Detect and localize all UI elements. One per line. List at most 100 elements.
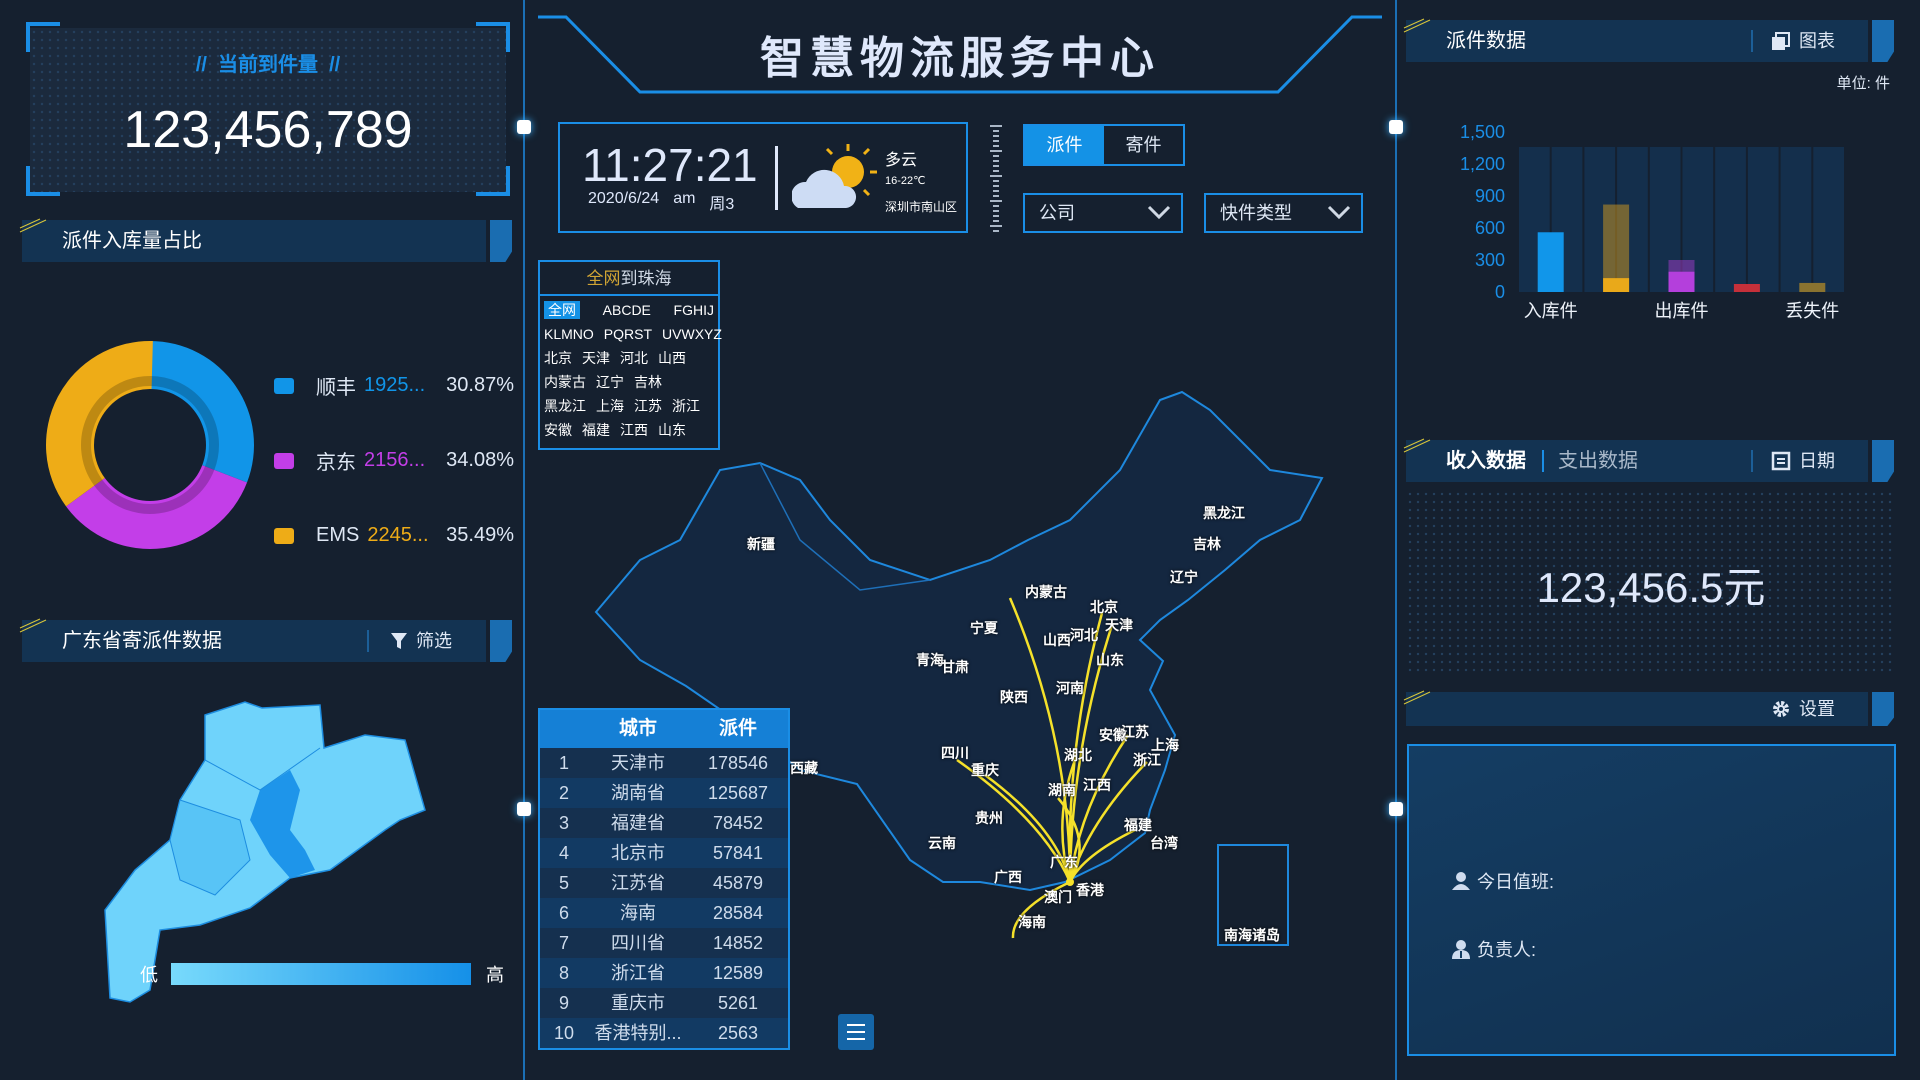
- type-dropdown[interactable]: 快件类型: [1204, 193, 1363, 233]
- donut-slice-0[interactable]: [150, 341, 254, 483]
- province-label[interactable]: 安徽: [1099, 727, 1127, 743]
- region-option[interactable]: FGHIJ: [673, 302, 714, 318]
- legend-item[interactable]: 顺丰 1925... 30.87%: [274, 348, 514, 423]
- table-row[interactable]: 1 天津市 178546: [540, 748, 788, 778]
- province-label[interactable]: 江西: [1083, 777, 1111, 793]
- tab-dispatch[interactable]: 派件: [1025, 126, 1104, 164]
- province-label[interactable]: 贵州: [975, 810, 1003, 826]
- region-option[interactable]: 江西: [620, 422, 648, 438]
- region-option[interactable]: 山东: [658, 422, 686, 438]
- province-label[interactable]: 辽宁: [1170, 569, 1198, 585]
- scale-ticks-decor: [990, 125, 1002, 232]
- region-option[interactable]: 福建: [582, 422, 610, 438]
- table-row[interactable]: 3 福建省 78452: [540, 808, 788, 838]
- region-option[interactable]: 内蒙古: [544, 374, 586, 390]
- legend-item[interactable]: 京东 2156... 34.08%: [274, 423, 514, 498]
- province-label[interactable]: 内蒙古: [1025, 584, 1067, 600]
- settings-button[interactable]: 设置: [1771, 692, 1835, 726]
- province-label[interactable]: 台湾: [1150, 835, 1178, 851]
- bar-4[interactable]: [1799, 282, 1826, 292]
- province-label[interactable]: 黑龙江: [1203, 505, 1245, 521]
- company-dropdown-value: 公司: [1039, 203, 1075, 223]
- province-label[interactable]: 河南: [1056, 680, 1084, 696]
- region-option[interactable]: 北京: [544, 350, 572, 366]
- region-option[interactable]: 江苏: [634, 398, 662, 414]
- table-row[interactable]: 10 香港特别... 2563: [540, 1018, 788, 1048]
- cell-dispatch: 14852: [712, 933, 764, 953]
- province-label[interactable]: 四川: [941, 745, 969, 761]
- table-row[interactable]: 2 湖南省 125687: [540, 778, 788, 808]
- tab-send[interactable]: 寄件: [1125, 135, 1162, 155]
- tab-expense[interactable]: 支出数据: [1558, 450, 1638, 472]
- region-option[interactable]: UVWXYZ: [662, 326, 722, 342]
- province-label[interactable]: 北京: [1090, 599, 1118, 615]
- province-label[interactable]: 浙江: [1133, 752, 1161, 768]
- cell-rank: 3: [558, 813, 569, 833]
- title-frame: [538, 15, 1382, 94]
- province-label[interactable]: 山东: [1096, 652, 1124, 668]
- province-label[interactable]: 澳门: [1044, 889, 1072, 905]
- province-label[interactable]: 甘肃: [941, 659, 969, 675]
- region-option[interactable]: 吉林: [634, 374, 662, 390]
- province-label[interactable]: 海南: [1018, 914, 1046, 930]
- province-label[interactable]: 吉林: [1193, 536, 1221, 552]
- cell-dispatch: 125687: [707, 783, 769, 803]
- province-label[interactable]: 山西: [1043, 632, 1071, 648]
- bar-0[interactable]: [1537, 232, 1564, 292]
- province-label[interactable]: 广东: [1050, 854, 1078, 870]
- bar-1[interactable]: [1603, 278, 1630, 292]
- province-label[interactable]: 重庆: [971, 762, 999, 778]
- tab-income[interactable]: 收入数据: [1446, 450, 1526, 472]
- divider-left: [523, 0, 525, 1080]
- province-label[interactable]: 湖南: [1048, 782, 1076, 798]
- region-option[interactable]: PQRST: [603, 326, 653, 342]
- region-option[interactable]: 天津: [582, 350, 610, 366]
- region-option[interactable]: KLMNO: [544, 326, 594, 342]
- manager-row: 负责人:: [1451, 936, 1536, 962]
- province-label[interactable]: 陕西: [1000, 689, 1028, 705]
- province-label[interactable]: 宁夏: [970, 620, 998, 636]
- donut-slice-1[interactable]: [66, 465, 248, 549]
- province-label[interactable]: 天津: [1105, 617, 1133, 633]
- donut-slice-2[interactable]: [45, 341, 153, 507]
- legend-swatch: [274, 377, 294, 394]
- region-option[interactable]: 辽宁: [596, 374, 624, 390]
- region-option[interactable]: ABCDE: [602, 302, 651, 318]
- company-dropdown[interactable]: 公司: [1023, 193, 1183, 233]
- table-row[interactable]: 8 浙江省 12589: [540, 958, 788, 988]
- guangdong-map[interactable]: [0, 680, 520, 1010]
- province-label[interactable]: 河北: [1070, 627, 1098, 643]
- bar-3[interactable]: [1733, 284, 1760, 292]
- table-row[interactable]: 6 海南 28584: [540, 898, 788, 928]
- province-label[interactable]: 青海: [916, 652, 944, 668]
- table-row[interactable]: 4 北京市 57841: [540, 838, 788, 868]
- region-option[interactable]: 黑龙江: [544, 398, 586, 414]
- legend-percent: 34.08%: [446, 449, 514, 471]
- region-option[interactable]: 浙江: [672, 398, 700, 414]
- province-label[interactable]: 湖北: [1064, 747, 1092, 763]
- calendar-icon: [1771, 451, 1791, 471]
- region-option[interactable]: 上海: [596, 398, 624, 414]
- table-row[interactable]: 5 江苏省 45879: [540, 868, 788, 898]
- region-option[interactable]: 河北: [620, 350, 648, 366]
- region-option[interactable]: 全网: [544, 301, 580, 319]
- menu-button[interactable]: [838, 1014, 874, 1050]
- province-label[interactable]: 福建: [1124, 817, 1152, 833]
- region-option[interactable]: 山西: [658, 350, 686, 366]
- date-button[interactable]: 日期: [1771, 440, 1835, 482]
- province-label[interactable]: 云南: [928, 835, 956, 851]
- province-label[interactable]: 江苏: [1121, 724, 1149, 740]
- chart-button[interactable]: 图表: [1771, 20, 1835, 62]
- filter-button[interactable]: 筛选: [390, 620, 452, 662]
- province-label[interactable]: 广西: [994, 869, 1022, 885]
- table-row[interactable]: 9 重庆市 5261: [540, 988, 788, 1018]
- province-label[interactable]: 新疆: [747, 536, 775, 552]
- province-label[interactable]: 西藏: [790, 760, 818, 776]
- province-label[interactable]: 上海: [1151, 737, 1179, 753]
- province-label[interactable]: 香港: [1076, 882, 1104, 898]
- bar-2[interactable]: [1668, 271, 1695, 292]
- region-option[interactable]: 安徽: [544, 422, 572, 438]
- legend-item[interactable]: EMS 2245... 35.49%: [274, 498, 514, 573]
- table-row[interactable]: 7 四川省 14852: [540, 928, 788, 958]
- cell-city: 江苏省: [611, 873, 665, 893]
